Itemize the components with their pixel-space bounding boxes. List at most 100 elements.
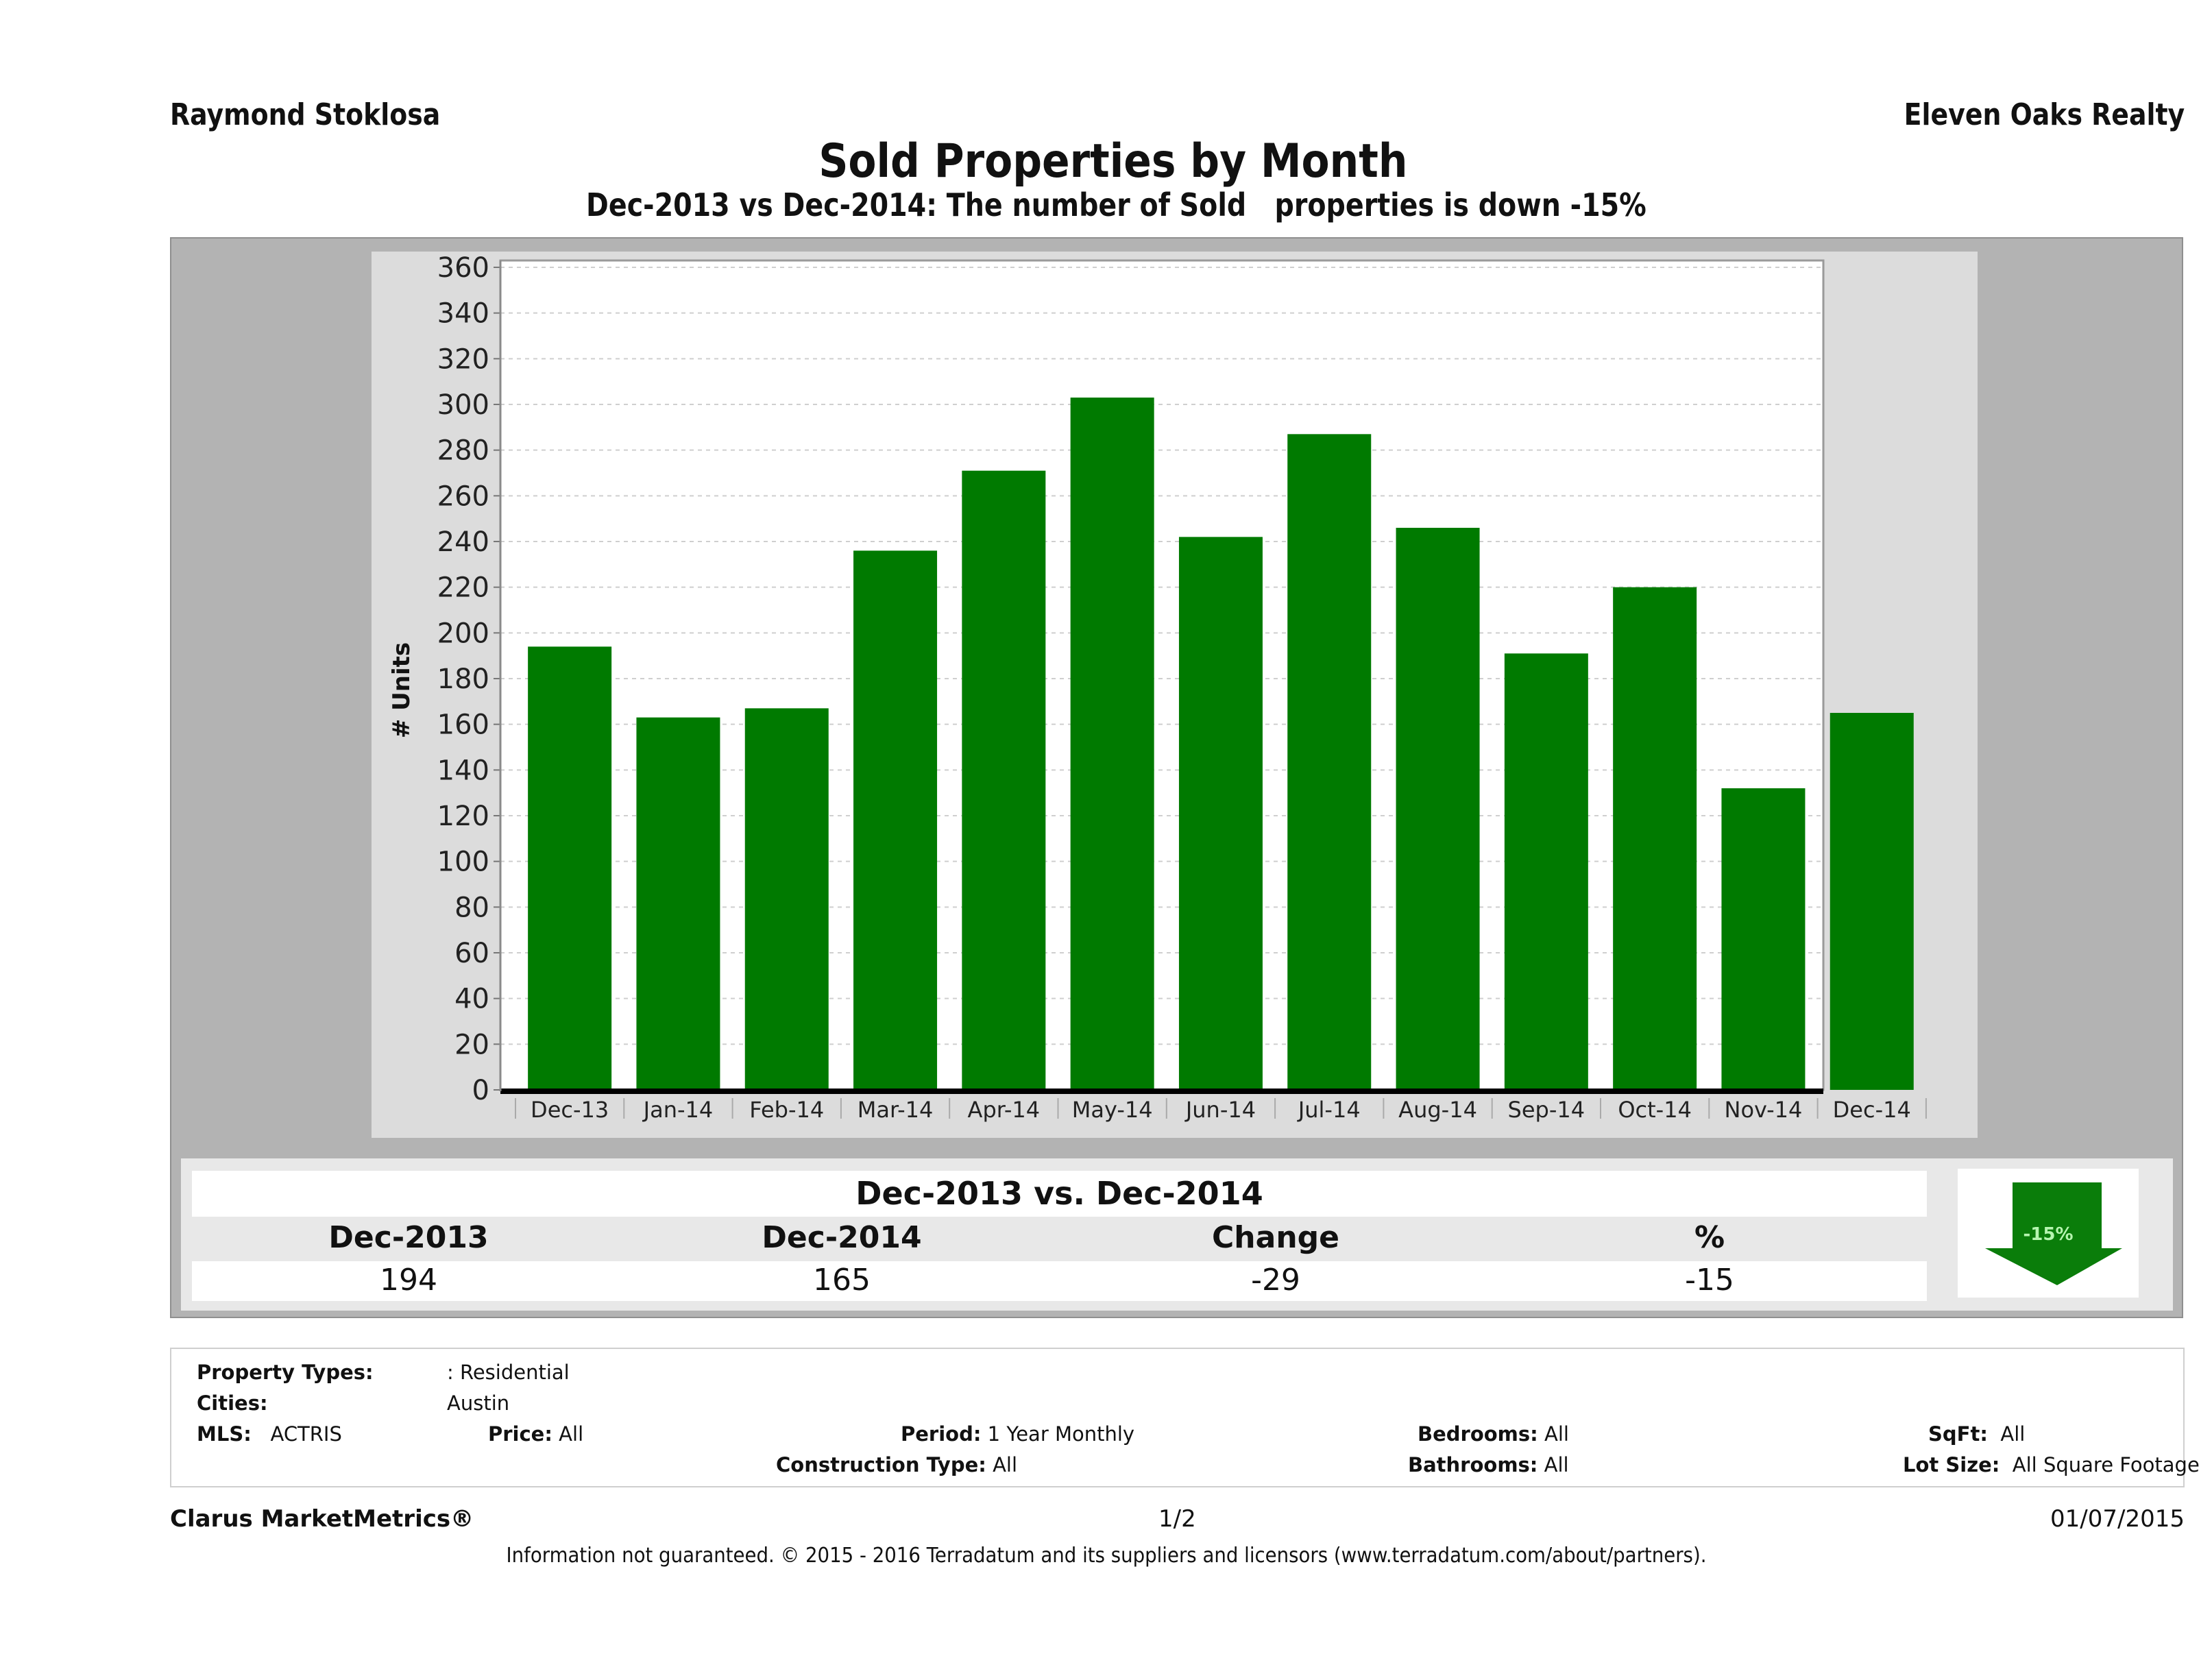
filter-label: Bedrooms: (1418, 1422, 1538, 1446)
filter-bedrooms: Bedrooms: All (1418, 1422, 1569, 1446)
gridlines (500, 267, 1823, 1045)
y-tick-label: 140 (437, 755, 489, 786)
y-tick-label: 320 (437, 343, 489, 375)
filter-value: All (2000, 1422, 2026, 1446)
bar-Sep-14 (1504, 653, 1588, 1090)
bar-Dec-13 (528, 646, 612, 1090)
bar-Jul-14 (1287, 434, 1372, 1090)
page-title: Sold Properties by Month (818, 134, 1408, 189)
y-tick-label: 160 (437, 709, 489, 741)
bar-Feb-14 (744, 708, 829, 1090)
y-tick-label: 200 (437, 618, 489, 649)
x-tick-label: Aug-14 (1398, 1097, 1477, 1123)
filter-value: All (559, 1422, 584, 1446)
footer-brand: Clarus MarketMetrics® (170, 1505, 474, 1533)
down-arrow-icon (1985, 1182, 2122, 1285)
filter-value: All Square Footage (2012, 1453, 2200, 1476)
y-axis-label: # Units (388, 642, 415, 738)
x-tick-label: Jun-14 (1184, 1097, 1256, 1123)
filter-lot-size: Lot Size: All Square Footage (1903, 1453, 2200, 1476)
plot-area (499, 259, 1825, 1091)
x-tick-label: Mar-14 (858, 1097, 934, 1123)
trend-badge-label: -15% (2023, 1224, 2074, 1245)
x-axis-ticks: Dec-13 Jan-14 Feb-14 Mar-14 Apr-14 May-14 Jun-… (515, 1097, 1927, 1123)
filter-construction-type: Construction Type: All (776, 1453, 1017, 1476)
filter-label: Construction Type: (776, 1453, 986, 1476)
bar-Oct-14 (1613, 587, 1697, 1090)
summary-title: Dec-2013 vs. Dec-2014 (855, 1175, 1263, 1212)
filter-cities-value: Austin (447, 1391, 510, 1415)
filter-label: MLS: (197, 1422, 252, 1446)
filter-property-types: Property Types: (197, 1361, 374, 1384)
y-tick-label: 180 (437, 664, 489, 695)
summary-header-change: Change (1212, 1220, 1339, 1255)
filter-label: Bathrooms: (1408, 1453, 1538, 1476)
filter-value: ACTRIS (270, 1422, 342, 1446)
x-tick-label: Apr-14 (968, 1097, 1041, 1123)
filter-label: Price: (488, 1422, 552, 1446)
bar-May-14 (1070, 398, 1154, 1090)
filter-label: Cities: (197, 1391, 268, 1415)
summary-value-row (192, 1261, 1927, 1301)
filter-price: Price: All (488, 1422, 583, 1446)
filter-value: All (1544, 1453, 1569, 1476)
summary-value-change: -29 (1251, 1263, 1300, 1298)
y-tick-label: 60 (454, 938, 489, 969)
x-tick-label: May-14 (1072, 1097, 1153, 1123)
bars (528, 398, 1914, 1090)
filter-criteria-box (170, 1348, 2185, 1487)
y-tick-label: 260 (437, 481, 489, 512)
agent-name: Raymond Stoklosa (170, 97, 441, 132)
bar-chart: 0 20 40 60 80 100 120 140 160 180 200 220 240 260 280 3… (388, 252, 1927, 1123)
filter-value: All (1544, 1422, 1569, 1446)
y-tick-label: 240 (437, 526, 489, 558)
x-tick-label: Sep-14 (1508, 1097, 1585, 1123)
bar-Dec-14 (1830, 713, 1914, 1090)
filter-property-types-value: : Residential (447, 1361, 570, 1384)
y-tick-label: 120 (437, 801, 489, 832)
chart-panel: 0 20 40 60 80 100 120 140 160 180 200 220 240 260 280 3… (372, 252, 1978, 1138)
report-date: 01/07/2015 (2050, 1505, 2185, 1533)
summary-title-row (192, 1171, 1927, 1217)
brokerage-name: Eleven Oaks Realty (1904, 97, 2185, 132)
x-tick-label: Jan-14 (642, 1097, 714, 1123)
bar-Apr-14 (962, 470, 1046, 1090)
filter-mls: MLS: ACTRIS (197, 1422, 342, 1446)
y-tick-label: 40 (454, 984, 489, 1015)
summary-header-end: Dec-2014 (762, 1220, 922, 1255)
x-tick-label: Nov-14 (1725, 1097, 1803, 1123)
x-tick-label: Dec-13 (531, 1097, 609, 1123)
filter-label: SqFt: (1928, 1422, 1988, 1446)
filter-label: Property Types: (197, 1361, 374, 1384)
x-tick-label: Feb-14 (749, 1097, 824, 1123)
summary-header-row (192, 1217, 1927, 1260)
x-tick-label: Jul-14 (1297, 1097, 1361, 1123)
y-tick-label: 280 (437, 435, 489, 467)
filter-value: All (993, 1453, 1018, 1476)
page-number: 1/2 (1158, 1505, 1196, 1533)
y-tick-label: 20 (454, 1029, 489, 1060)
bar-Jan-14 (636, 717, 720, 1090)
y-tick-label: 300 (437, 389, 489, 421)
bar-Aug-14 (1396, 528, 1480, 1090)
x-tick-label: Dec-14 (1833, 1097, 1911, 1123)
y-tick-label: 80 (454, 892, 489, 923)
summary-value-percent: -15 (1685, 1263, 1734, 1298)
filter-value: 1 Year Monthly (987, 1422, 1135, 1446)
summary-value-start: 194 (380, 1263, 437, 1298)
y-tick-label: 220 (437, 572, 489, 604)
y-tick-label: 340 (437, 298, 489, 330)
filter-period: Period: 1 Year Monthly (901, 1422, 1134, 1446)
y-tick-label: 360 (437, 252, 489, 284)
summary-header-start: Dec-2013 (328, 1220, 489, 1255)
trend-badge (1958, 1169, 2139, 1298)
page-subtitle: Dec-2013 vs Dec-2014: The number of Sold… (586, 186, 1646, 223)
x-tick-label: Oct-14 (1618, 1097, 1692, 1123)
filter-label: Period: (901, 1422, 982, 1446)
filter-cities: Cities: (197, 1391, 268, 1415)
filter-bathrooms: Bathrooms: All (1408, 1453, 1569, 1476)
y-tick-label: 0 (472, 1075, 489, 1106)
summary-value-end: 165 (813, 1263, 871, 1298)
bar-Nov-14 (1721, 788, 1806, 1090)
summary-header-percent: % (1694, 1220, 1725, 1255)
